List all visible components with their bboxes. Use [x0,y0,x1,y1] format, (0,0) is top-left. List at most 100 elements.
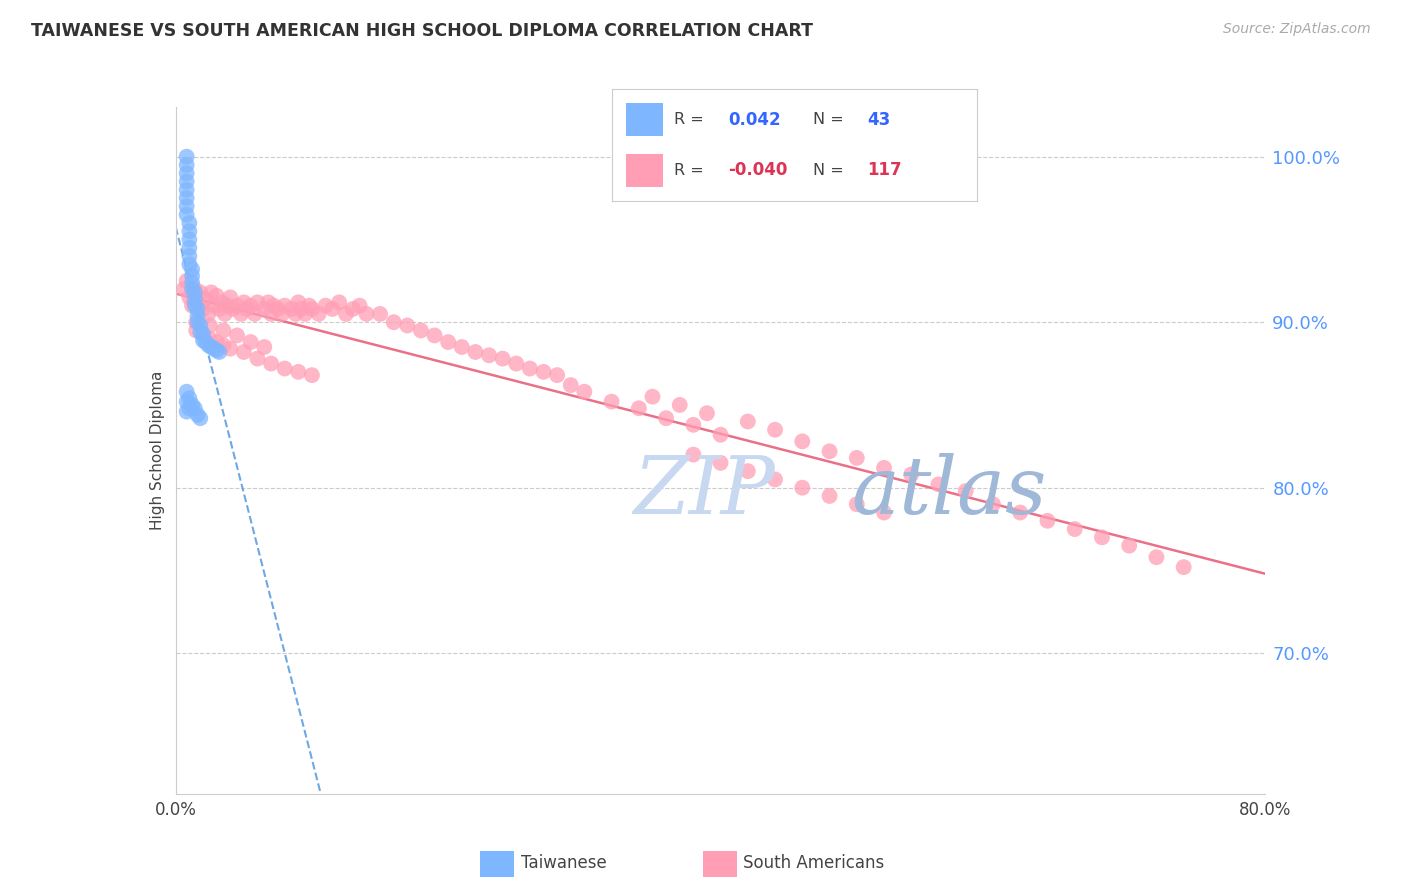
Point [191,301,214,316]
Point [1036,514,1059,528]
Point [600,394,623,409]
Point [478,348,501,362]
Point [533,365,555,379]
Point [505,357,527,371]
Point [290,301,312,316]
Point [176,199,198,213]
Text: -0.040: -0.040 [728,161,787,179]
Point [239,299,262,313]
Point [222,301,245,316]
Point [176,384,198,399]
Point [574,384,596,399]
FancyBboxPatch shape [703,851,737,877]
Point [682,448,704,462]
Point [212,338,235,352]
Point [737,464,759,478]
Point [191,326,214,341]
Point [257,295,280,310]
Point [423,328,446,343]
Point [298,299,321,313]
Point [873,506,896,520]
Point [1118,539,1140,553]
Point [176,158,198,172]
Point [274,299,297,313]
Point [226,299,249,313]
Text: ZIP: ZIP [633,453,775,531]
Point [253,301,276,316]
Point [845,497,868,511]
Text: R =: R = [673,162,709,178]
Point [219,290,242,304]
Point [176,404,198,418]
Point [349,299,371,313]
Point [239,334,262,349]
Point [186,295,209,310]
FancyBboxPatch shape [481,851,515,877]
Point [253,340,276,354]
Point [246,295,269,310]
Point [641,390,664,404]
Text: R =: R = [673,112,709,128]
Point [1173,560,1195,574]
Point [284,307,307,321]
Point [873,460,896,475]
Point [184,401,207,416]
Point [176,274,198,288]
Point [226,328,249,343]
Point [560,378,582,392]
Point [186,323,208,337]
Point [208,345,231,359]
Point [181,276,204,290]
Point [191,328,214,343]
Point [308,307,330,321]
Point [219,342,242,356]
Point [737,415,759,429]
Point [464,345,486,359]
Point [186,301,209,316]
Point [1091,530,1114,544]
Text: N =: N = [813,112,849,128]
Point [179,249,201,263]
Point [184,292,207,306]
Point [179,290,201,304]
Point [181,299,204,313]
Point [356,307,378,321]
Point [188,411,211,425]
Point [179,232,201,246]
Point [176,191,198,205]
Point [287,295,309,310]
Point [181,268,204,283]
Point [179,257,201,271]
Point [900,467,922,482]
Point [176,166,198,180]
Point [176,183,198,197]
Point [173,282,195,296]
Point [179,216,201,230]
Point [176,174,198,188]
Point [546,368,568,383]
Point [519,361,541,376]
Point [186,309,209,323]
Point [181,282,204,296]
Point [184,282,207,296]
Point [197,338,219,352]
Text: N =: N = [813,162,849,178]
FancyBboxPatch shape [626,103,662,136]
Point [763,472,786,486]
Point [186,408,209,422]
Point [928,477,950,491]
Point [202,299,225,313]
Text: Source: ZipAtlas.com: Source: ZipAtlas.com [1223,22,1371,37]
Point [792,434,814,449]
Y-axis label: High School Diploma: High School Diploma [149,371,165,530]
Point [981,497,1004,511]
Point [1063,522,1085,536]
Point [181,398,204,412]
Point [205,343,228,358]
Point [194,334,217,349]
Point [232,345,254,359]
Point [191,334,214,348]
Point [1010,506,1032,520]
Point [682,417,704,432]
Point [232,295,254,310]
